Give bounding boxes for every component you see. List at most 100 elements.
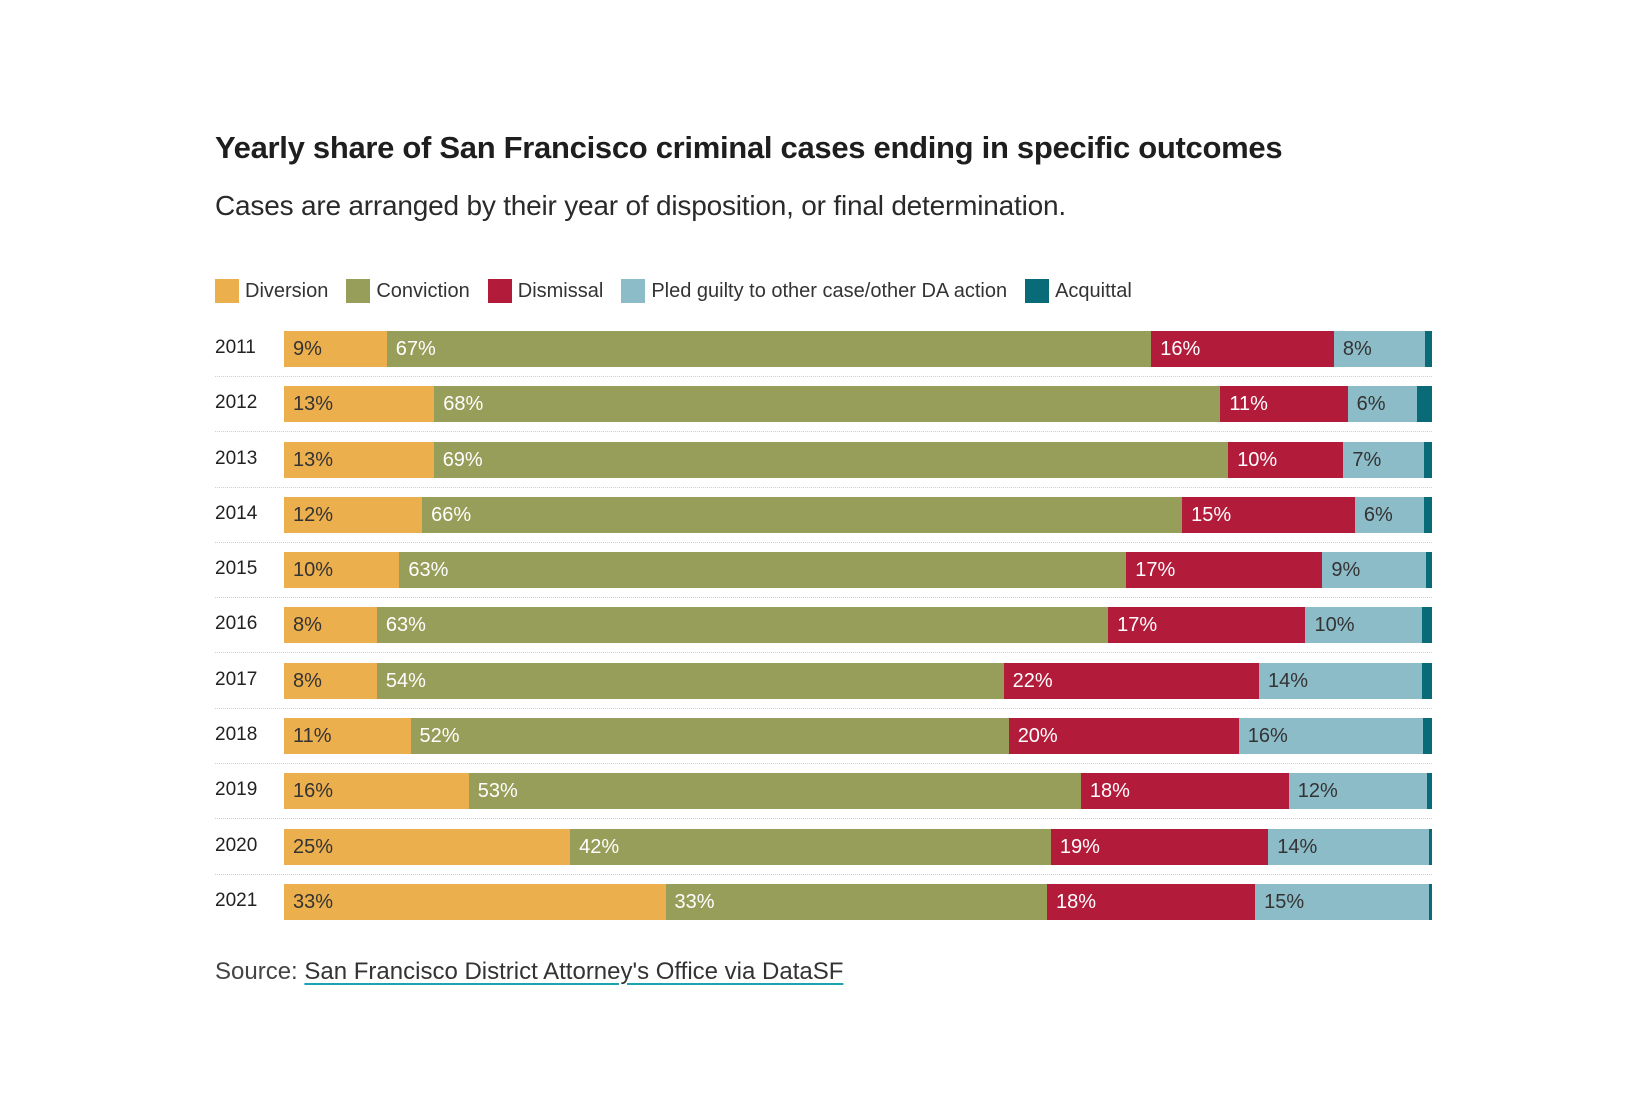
stacked-bar: 13% 68% 11% 6%: [284, 386, 1432, 423]
data-label: 14%: [1268, 669, 1309, 692]
stacked-bar: 12% 66% 15% 6%: [284, 496, 1432, 533]
bar-segment-dismissal: 16%: [1151, 331, 1334, 367]
bar-segment-diversion: 11%: [284, 718, 411, 755]
bar-row: 2014 12% 66% 15% 6%: [215, 496, 1432, 552]
row-divider: [215, 707, 1432, 709]
legend-swatch: [621, 279, 646, 303]
data-label: 17%: [1135, 559, 1176, 582]
legend-label: Pled guilty to other case/other DA actio…: [651, 279, 1008, 302]
bar-segment-diversion: 10%: [284, 552, 400, 589]
bar-segment-diversion: 16%: [284, 773, 469, 810]
data-label: 16%: [1160, 338, 1201, 360]
bar-segment-diversion: 8%: [284, 662, 377, 699]
bar-segment-conviction: 63%: [399, 552, 1127, 589]
bar-segment-diversion: 13%: [284, 386, 435, 423]
bar-segment-pled: 10%: [1305, 607, 1422, 644]
legend-swatch: [487, 279, 512, 303]
bar-segment-acquittal: [1423, 496, 1432, 533]
bar-segment-acquittal: [1416, 386, 1432, 423]
data-label: 12%: [1297, 780, 1338, 803]
row-divider: [215, 763, 1432, 765]
bar-segment-acquittal: [1421, 662, 1432, 699]
bar-segment-acquittal: [1428, 828, 1432, 865]
data-label: 8%: [293, 614, 322, 637]
row-divider: [215, 486, 1432, 488]
data-label: 6%: [1363, 503, 1393, 526]
data-label: 11%: [293, 725, 332, 748]
bar-segment-dismissal: 17%: [1126, 552, 1323, 589]
bar-segment-dismissal: 17%: [1108, 607, 1306, 644]
data-label: 42%: [579, 835, 620, 858]
data-label: 19%: [1059, 835, 1100, 858]
bar-segment-conviction: 68%: [434, 386, 1221, 423]
data-label: 67%: [395, 338, 436, 360]
bar-segment-conviction: 52%: [410, 718, 1009, 755]
data-label: 8%: [1342, 338, 1372, 360]
bar-segment-diversion: 8%: [284, 607, 377, 644]
category-label: 2013: [215, 447, 258, 469]
bar-row: 2016 8% 63% 17% 10%: [215, 607, 1432, 662]
legend-item: Pled guilty to other case/other DA actio…: [621, 279, 1007, 303]
bar-segment-diversion: 12%: [284, 496, 423, 533]
stacked-bar: 9% 67% 16% 8%: [284, 331, 1432, 367]
data-label: 18%: [1089, 780, 1130, 803]
data-label: 18%: [1056, 890, 1097, 913]
data-label: 22%: [1012, 669, 1053, 692]
bar-row: 2021 33% 33% 18% 15%: [215, 883, 1432, 939]
category-label: 2021: [215, 889, 258, 911]
bar-segment-conviction: 54%: [376, 662, 1004, 699]
data-label: 9%: [293, 338, 322, 360]
bar-segment-diversion: 13%: [284, 441, 434, 478]
bar-row: 2019 16% 53% 18% 12%: [215, 773, 1432, 828]
bar-segment-diversion: 25%: [284, 828, 571, 865]
category-label: 2011: [215, 337, 256, 358]
source-link[interactable]: San Francisco District Attorney's Office…: [304, 958, 844, 985]
row-divider: [215, 431, 1432, 433]
bar-segment-conviction: 53%: [468, 773, 1081, 810]
data-label: 17%: [1117, 614, 1158, 637]
data-label: 9%: [1331, 559, 1361, 582]
category-label: 2020: [215, 834, 258, 856]
bar-row: 2011 9% 67% 16% 8%: [215, 331, 1432, 386]
bar-segment-pled: 7%: [1343, 441, 1424, 478]
category-label: 2017: [215, 668, 258, 690]
category-label: 2014: [215, 502, 258, 524]
bar-segment-conviction: 33%: [665, 883, 1047, 920]
legend-item: Dismissal: [487, 279, 603, 303]
data-label: 6%: [1356, 393, 1386, 416]
data-label: 33%: [674, 890, 715, 913]
bar-segment-conviction: 67%: [386, 331, 1152, 367]
legend: Diversion Conviction Dismissal Pled guilty …: [215, 279, 1132, 303]
chart-subtitle: Cases are arranged by their year of disp…: [215, 190, 1066, 221]
data-label: 12%: [293, 503, 334, 526]
stacked-bar: 10% 63% 17% 9%: [284, 552, 1432, 589]
data-label: 63%: [408, 559, 449, 582]
category-label: 2016: [215, 613, 258, 635]
bar-segment-pled: 16%: [1238, 718, 1423, 755]
stacked-bar: 25% 42% 19% 14%: [284, 828, 1432, 865]
data-label: 15%: [1191, 503, 1232, 526]
bar-segment-dismissal: 20%: [1008, 718, 1239, 755]
bar-segment-acquittal: [1428, 883, 1432, 920]
bar-row: 2015 10% 63% 17% 9%: [215, 552, 1432, 607]
bar-segment-conviction: 69%: [433, 441, 1229, 478]
bar-segment-conviction: 63%: [376, 607, 1109, 644]
bar-segment-dismissal: 18%: [1047, 883, 1256, 920]
bar-segment-dismissal: 11%: [1220, 386, 1348, 423]
row-divider: [215, 873, 1432, 875]
data-label: 68%: [443, 393, 484, 416]
bar-segment-dismissal: 15%: [1182, 496, 1355, 533]
row-divider: [215, 376, 1432, 377]
chart-title: Yearly share of San Francisco criminal c…: [215, 130, 1283, 165]
bar-segment-acquittal: [1422, 718, 1432, 755]
source-prefix: Source:: [215, 958, 305, 985]
legend-item: Diversion: [215, 279, 328, 303]
bar-segment-pled: 8%: [1333, 331, 1426, 367]
data-label: 10%: [1237, 448, 1278, 471]
data-label: 10%: [1314, 614, 1355, 637]
category-label: 2018: [215, 724, 258, 746]
bar-segment-pled: 15%: [1255, 883, 1429, 920]
data-label: 25%: [293, 835, 334, 858]
stacked-bar: 8% 63% 17% 10%: [284, 607, 1432, 644]
legend-swatch: [1025, 279, 1050, 303]
